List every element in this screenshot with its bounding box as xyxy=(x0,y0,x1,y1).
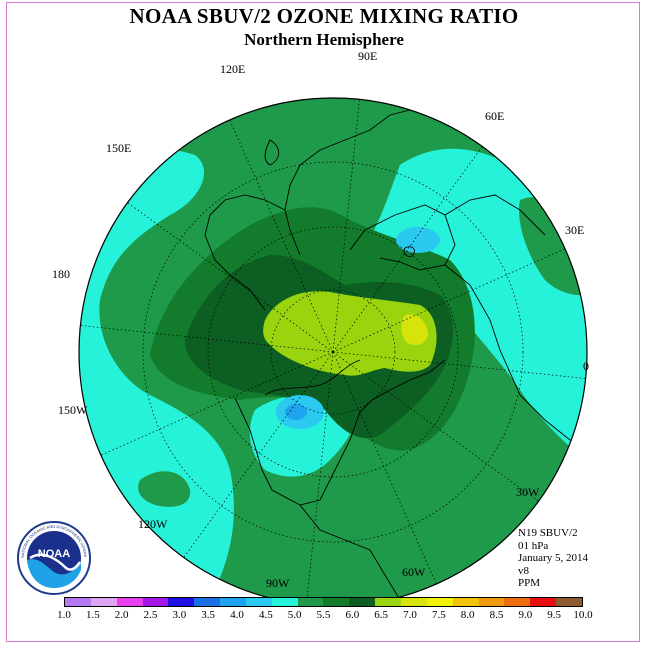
colorbar-segment xyxy=(375,598,401,606)
colorbar-segment xyxy=(220,598,246,606)
map-title: NOAA SBUV/2 OZONE MIXING RATIO xyxy=(129,4,519,28)
yellow-green-core xyxy=(263,291,437,376)
colorbar-segment xyxy=(349,598,376,606)
info-block: N19 SBUV/2 01 hPa January 5, 2014 v8 PPM xyxy=(518,527,588,590)
colorbar-segment xyxy=(400,598,427,606)
colorbar-segment xyxy=(65,598,91,606)
info-version: v8 xyxy=(518,564,529,577)
lon-label-30e: 30E xyxy=(565,223,584,237)
colorbar-segment xyxy=(116,598,143,606)
colorbar-tick-label: 8.0 xyxy=(460,609,475,621)
colorbar-tick-label: 3.0 xyxy=(172,609,187,621)
colorbar-segment xyxy=(556,598,582,606)
colorbar-segment xyxy=(142,598,169,606)
deep-blue-minimum-america xyxy=(285,404,307,420)
colorbar-tick-label: 9.5 xyxy=(547,609,562,621)
colorbar-segment xyxy=(271,598,298,606)
yellow-core-east xyxy=(401,314,428,346)
colorbar-segment xyxy=(478,598,505,606)
lon-label-90w: 90W xyxy=(266,576,290,590)
colorbar-tick-label: 2.5 xyxy=(143,609,158,621)
colorbar-segment xyxy=(530,598,557,606)
colorbar-tick-label: 8.5 xyxy=(489,609,504,621)
info-level: 01 hPa xyxy=(518,539,549,552)
colorbar-tick-label: 3.5 xyxy=(201,609,216,621)
colorbar-segment xyxy=(323,598,350,606)
colorbar-tick-label: 4.0 xyxy=(230,609,244,621)
blue-minimum-east xyxy=(396,227,440,253)
lon-label-150e: 150E xyxy=(106,141,131,155)
colorbar-tick-label: 7.5 xyxy=(431,609,446,621)
svg-text:NOAA: NOAA xyxy=(38,548,70,560)
info-units: PPM xyxy=(518,577,541,589)
colorbar-tick-label: 5.5 xyxy=(316,609,331,621)
lon-label-120e: 120E xyxy=(220,62,245,76)
lon-label-30w: 30W xyxy=(516,485,540,499)
lon-label-0: 0 xyxy=(583,359,589,373)
coastlines xyxy=(204,99,587,601)
map-subtitle: Northern Hemisphere xyxy=(244,30,404,49)
colorbar xyxy=(64,597,583,607)
colorbar-tick-label: 1.0 xyxy=(57,609,71,621)
lon-label-60e: 60E xyxy=(485,109,504,123)
info-satellite: N19 SBUV/2 xyxy=(518,527,578,539)
colorbar-tick-label: 2.0 xyxy=(114,609,129,621)
colorbar-tick-label: 4.5 xyxy=(258,609,273,621)
figure-frame xyxy=(6,2,640,642)
colorbar-ticks: 1.0 1.5 2.0 2.5 3.0 3.5 4.0 4.5 5.0 5.5 6.0 6.5 7.0 7… xyxy=(57,609,593,623)
colorbar-tick-label: 9.0 xyxy=(518,609,533,621)
lon-label-150w: 150W xyxy=(58,403,88,417)
colorbar-tick-label: 5.0 xyxy=(287,609,302,621)
info-date: January 5, 2014 xyxy=(518,552,588,564)
green-region-southwest xyxy=(138,471,191,507)
colorbar-segment xyxy=(194,598,221,606)
colorbar-tick-label: 6.5 xyxy=(374,609,389,621)
noaa-logo: NOAA NATIONAL OCEANIC AND ATMOSPHERIC AD… xyxy=(16,520,91,595)
colorbar-tick-label: 7.0 xyxy=(403,609,417,621)
colorbar-segment xyxy=(426,598,453,606)
lon-label-90e: 90E xyxy=(358,49,377,63)
colorbar-segment xyxy=(504,598,531,606)
colorbar-segment xyxy=(297,598,324,606)
colorbar-segment xyxy=(452,598,479,606)
lon-label-60w: 60W xyxy=(402,565,426,579)
colorbar-tick-label: 10.0 xyxy=(573,609,593,621)
colorbar-tick-label: 1.5 xyxy=(85,609,100,621)
graticule xyxy=(142,161,524,543)
lon-label-120w: 120W xyxy=(138,517,168,531)
colorbar-tick-label: 6.0 xyxy=(345,609,360,621)
cyan-region-america xyxy=(249,394,355,477)
colorbar-segment xyxy=(245,598,272,606)
colorbar-segment xyxy=(90,598,117,606)
colorbar-segment xyxy=(168,598,195,606)
lon-label-180: 180 xyxy=(52,267,70,281)
